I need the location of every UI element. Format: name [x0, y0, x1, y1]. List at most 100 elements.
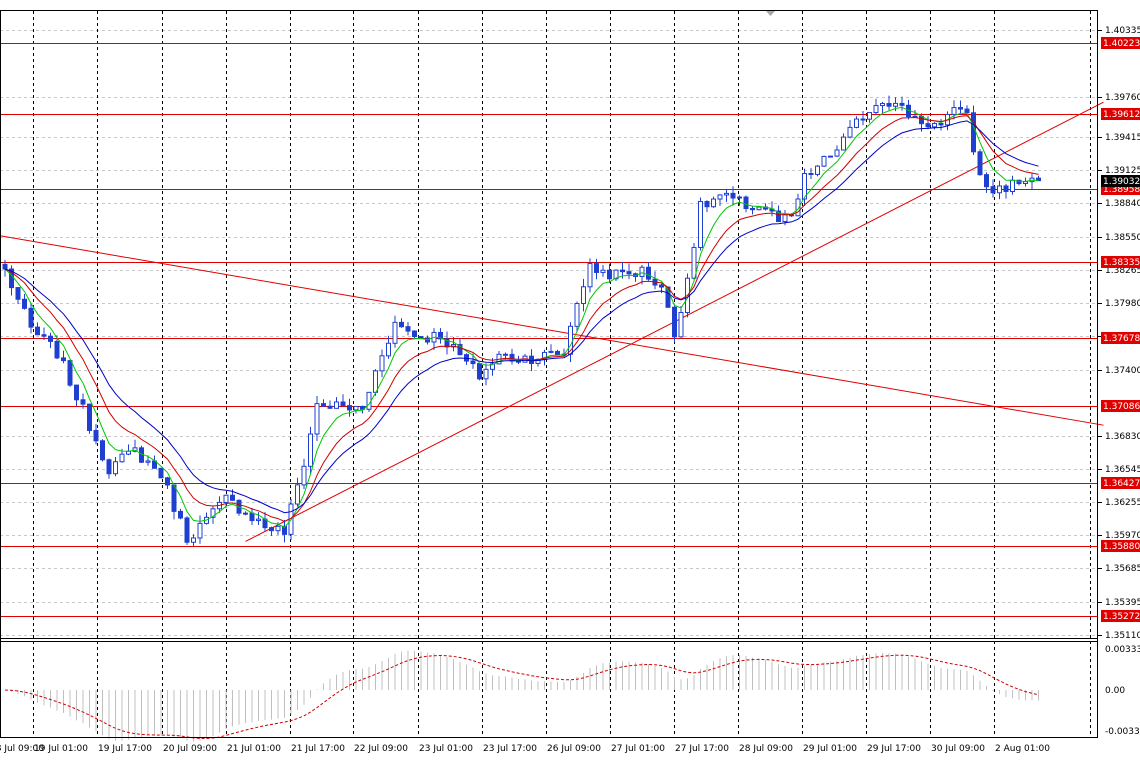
candle-body — [659, 284, 664, 288]
macd-indicator-pane — [4, 650, 1039, 742]
level-label: 1.38958 — [1103, 185, 1140, 195]
candle-body — [249, 512, 255, 522]
candle-body — [730, 192, 736, 199]
grid — [0, 11, 1098, 737]
candle-body — [834, 149, 840, 157]
price-tick-label: 1.37400 — [1105, 366, 1140, 376]
candle-body — [555, 350, 560, 355]
candle-body — [854, 118, 859, 128]
level-label: 1.36427 — [1103, 479, 1140, 489]
time-tick-label: 29 Jul 17:00 — [867, 744, 921, 754]
candle-body — [386, 342, 391, 357]
candle-body — [750, 208, 755, 211]
candle-body — [964, 108, 970, 114]
candle-body — [997, 185, 1002, 194]
price-tick-label: 1.39415 — [1105, 133, 1140, 143]
candle-body — [548, 350, 554, 353]
moving-average-line — [4, 106, 1039, 529]
candle-body — [678, 312, 684, 338]
time-tick-label: 20 Jul 09:00 — [163, 744, 217, 754]
candle-body — [958, 107, 963, 110]
level-label: 1.35880 — [1103, 542, 1140, 552]
candle-body — [353, 405, 359, 411]
candle-body — [932, 122, 937, 128]
price-tick-label: 1.36545 — [1105, 465, 1140, 475]
candle-body — [379, 355, 385, 372]
time-tick-label: 23 Jul 17:00 — [483, 744, 537, 754]
macd-signal-line — [4, 654, 1039, 740]
candle-body — [412, 330, 417, 338]
level-label-bg — [1101, 256, 1140, 268]
candle-body — [295, 484, 300, 505]
candle-body — [269, 527, 274, 532]
candle-body — [197, 522, 203, 539]
candle-body — [815, 165, 820, 175]
candle-body — [61, 357, 66, 362]
candle-body — [22, 298, 27, 309]
candle-body — [93, 429, 99, 442]
candle-body — [483, 368, 489, 380]
candle-body — [321, 403, 326, 407]
candle-body — [2, 263, 8, 270]
current-price-label: 1.39032 — [1103, 177, 1140, 187]
candle-body — [646, 266, 651, 280]
price-tick-label: 1.39125 — [1105, 166, 1140, 176]
candle-body — [275, 525, 281, 532]
candle-body — [717, 194, 723, 200]
candle-body — [366, 391, 372, 410]
trendline-descending[interactable] — [0, 234, 1104, 426]
candle-body — [860, 118, 866, 121]
candle-body — [802, 173, 807, 200]
candle-body — [951, 107, 957, 115]
level-label-bg — [1101, 108, 1140, 120]
candle-body — [418, 336, 424, 339]
chart-shift-marker[interactable] — [766, 11, 775, 16]
candle-body — [841, 136, 846, 151]
candle-body — [698, 200, 703, 248]
candle-body — [399, 321, 404, 328]
level-label-bg — [1101, 332, 1140, 344]
moving-average-line — [4, 115, 1039, 523]
price-tick-label: 1.38550 — [1105, 233, 1140, 243]
candle-body — [256, 518, 261, 522]
moving-average-line — [4, 120, 1039, 514]
candle-body — [230, 494, 235, 501]
candle-body — [990, 186, 996, 194]
candle-body — [581, 286, 586, 305]
time-tick-label: 23 Jul 01:00 — [419, 744, 473, 754]
candle-body — [925, 123, 931, 128]
candle-body — [821, 155, 827, 167]
candle-body — [594, 263, 599, 273]
price-tick-label: 1.36255 — [1105, 498, 1140, 508]
candle-body — [756, 206, 762, 211]
time-tick-label: 22 Jul 09:00 — [354, 744, 408, 754]
candle-body — [165, 477, 170, 486]
candle-body — [210, 508, 216, 518]
candle-body — [48, 335, 53, 342]
level-label: 1.35272 — [1103, 612, 1140, 622]
candle-body — [899, 102, 905, 106]
level-label: 1.39612 — [1103, 110, 1140, 120]
candle-body — [1036, 177, 1041, 182]
candle-body — [314, 403, 320, 435]
indicator-axis: 0.00333 0.00 -0.00333 — [1105, 645, 1140, 737]
candle-body — [873, 105, 879, 114]
candle-body — [41, 334, 47, 337]
candle-body — [1023, 181, 1028, 185]
candle-body — [113, 461, 118, 475]
time-tick-label: 26 Jul 09:00 — [547, 744, 601, 754]
candle-body — [574, 303, 580, 327]
candle-body — [704, 200, 710, 208]
price-tick-label: 1.35970 — [1105, 531, 1140, 541]
candle-body — [600, 269, 606, 273]
candle-body — [724, 192, 729, 196]
candle-body — [737, 196, 742, 199]
candle-body — [477, 363, 482, 380]
moving-averages — [4, 106, 1039, 529]
candle-body — [184, 517, 190, 543]
level-label-bg — [1101, 610, 1140, 622]
candle-body — [782, 214, 788, 223]
